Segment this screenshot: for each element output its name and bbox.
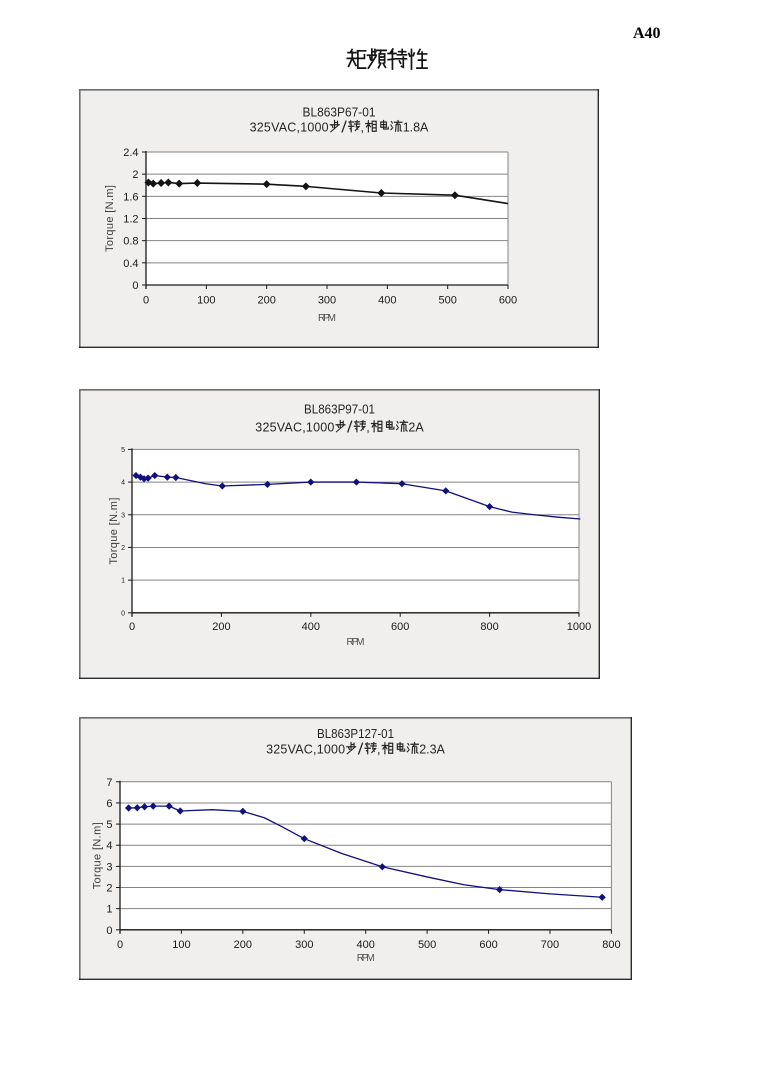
svg-text:2: 2 bbox=[106, 882, 112, 894]
svg-text:0: 0 bbox=[129, 621, 135, 633]
svg-text:5: 5 bbox=[106, 819, 112, 831]
svg-text:200: 200 bbox=[234, 939, 252, 951]
svg-text:200: 200 bbox=[212, 621, 230, 633]
svg-text:0: 0 bbox=[106, 925, 112, 937]
svg-text:600: 600 bbox=[499, 295, 517, 307]
svg-text:1: 1 bbox=[121, 578, 125, 585]
svg-text:300: 300 bbox=[295, 939, 313, 951]
svg-text:325VAC,1000: 325VAC,1000 bbox=[255, 421, 334, 435]
svg-text:2.3A: 2.3A bbox=[419, 743, 445, 757]
svg-text:Torque [N.m]: Torque [N.m] bbox=[104, 185, 116, 252]
svg-text:6: 6 bbox=[106, 798, 112, 810]
svg-text:,: , bbox=[366, 421, 369, 435]
svg-text:1.2: 1.2 bbox=[123, 213, 138, 225]
svg-text:700: 700 bbox=[541, 939, 559, 951]
svg-text:2: 2 bbox=[121, 545, 125, 552]
svg-text:1.6: 1.6 bbox=[123, 191, 138, 203]
svg-text:4: 4 bbox=[121, 480, 125, 487]
svg-text:1.8A: 1.8A bbox=[403, 121, 429, 135]
svg-text:7: 7 bbox=[106, 777, 112, 789]
svg-text:1: 1 bbox=[106, 904, 112, 916]
svg-text:BL863P67-01: BL863P67-01 bbox=[303, 106, 376, 120]
svg-text:500: 500 bbox=[438, 295, 456, 307]
svg-text:Torque [N.m]: Torque [N.m] bbox=[92, 822, 104, 889]
svg-text:,: , bbox=[377, 743, 380, 757]
svg-text:100: 100 bbox=[197, 295, 215, 307]
svg-text:0: 0 bbox=[132, 280, 138, 292]
svg-text:0.4: 0.4 bbox=[123, 258, 138, 270]
svg-text:600: 600 bbox=[391, 621, 409, 633]
svg-text:BL863P127-01: BL863P127-01 bbox=[317, 727, 394, 741]
svg-text:600: 600 bbox=[479, 939, 497, 951]
svg-text:325VAC,1000: 325VAC,1000 bbox=[266, 743, 345, 757]
svg-text:0: 0 bbox=[121, 610, 125, 617]
svg-text:325VAC,1000: 325VAC,1000 bbox=[250, 121, 329, 135]
svg-text:3: 3 bbox=[106, 861, 112, 873]
svg-text:2.4: 2.4 bbox=[123, 147, 138, 159]
svg-text:BL863P97-01: BL863P97-01 bbox=[304, 403, 375, 417]
svg-text:RPM: RPM bbox=[357, 953, 375, 964]
svg-text:200: 200 bbox=[257, 295, 275, 307]
svg-text:RPM: RPM bbox=[318, 313, 336, 324]
svg-text:0: 0 bbox=[117, 939, 123, 951]
svg-text:Torque [N.m]: Torque [N.m] bbox=[108, 498, 120, 565]
svg-text:400: 400 bbox=[357, 939, 375, 951]
svg-text:800: 800 bbox=[602, 939, 620, 951]
svg-text:2: 2 bbox=[132, 169, 138, 181]
svg-text:500: 500 bbox=[418, 939, 436, 951]
svg-text:1000: 1000 bbox=[567, 621, 591, 633]
svg-text:800: 800 bbox=[480, 621, 498, 633]
svg-text:100: 100 bbox=[172, 939, 190, 951]
svg-text:300: 300 bbox=[318, 295, 336, 307]
svg-text:,: , bbox=[361, 121, 364, 135]
svg-text:RPM: RPM bbox=[347, 637, 365, 648]
svg-text:400: 400 bbox=[302, 621, 320, 633]
svg-text:4: 4 bbox=[106, 840, 112, 852]
svg-text:0: 0 bbox=[143, 295, 149, 307]
svg-text:5: 5 bbox=[121, 447, 125, 454]
svg-text:3: 3 bbox=[121, 512, 125, 519]
svg-text:2A: 2A bbox=[408, 421, 424, 435]
svg-text:0.8: 0.8 bbox=[123, 236, 138, 248]
svg-text:400: 400 bbox=[378, 295, 396, 307]
